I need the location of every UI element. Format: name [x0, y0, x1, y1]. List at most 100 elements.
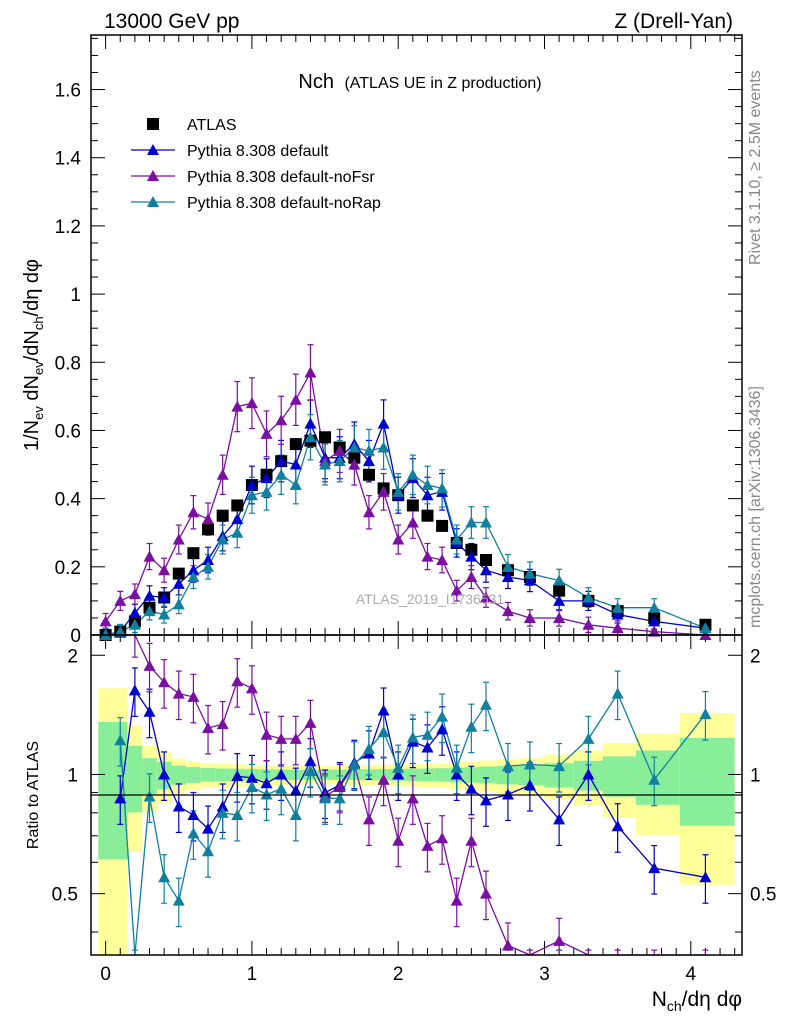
title-sub: (ATLAS UE in Z production) — [344, 75, 541, 92]
ratio-point — [202, 822, 215, 834]
ratio-point — [216, 806, 229, 818]
mc-point — [275, 414, 288, 426]
ratio-y-tick-label: 0.5 — [52, 885, 78, 906]
ratio-point — [304, 716, 317, 728]
ratio-point — [202, 722, 215, 734]
y-tick-label: 0.4 — [55, 490, 82, 511]
mc-point — [158, 564, 171, 576]
ratio-y-tick-label-right: 2 — [750, 646, 761, 667]
x-tick-label: 1 — [247, 964, 258, 985]
ratio-point — [143, 705, 156, 717]
mc-point — [501, 560, 514, 572]
mc-point — [553, 594, 566, 606]
ratio-point — [553, 813, 566, 825]
ratio-point — [523, 779, 536, 791]
y-tick-label: 1 — [70, 285, 81, 306]
ratio-point — [231, 770, 244, 782]
ratio-point — [304, 755, 317, 767]
mc-point — [114, 594, 127, 606]
mc-point — [406, 516, 419, 528]
ratio-point — [611, 687, 624, 699]
mc-point — [289, 458, 302, 470]
ratio-point — [172, 894, 185, 906]
x-tick-label: 3 — [539, 964, 550, 985]
ratio-point — [406, 792, 419, 804]
mc-point — [143, 550, 156, 562]
x-tick-label: 4 — [686, 964, 697, 985]
atlas-point — [289, 438, 302, 451]
series-lines — [102, 344, 709, 956]
mc-point — [450, 584, 463, 596]
mc-point — [392, 485, 405, 497]
mc-point — [479, 564, 492, 576]
mc-point — [187, 506, 200, 518]
ratio-point — [392, 834, 405, 846]
mc-point — [304, 366, 317, 378]
mc-point — [319, 458, 332, 470]
mc-point — [501, 571, 514, 583]
mc-point — [421, 489, 434, 501]
ratio-point — [406, 731, 419, 743]
ratio-band-stat — [434, 768, 450, 782]
ratio-band-stat — [405, 768, 421, 781]
legend-marker-atlas — [147, 118, 159, 130]
ratio-point — [436, 723, 449, 735]
mc-point — [304, 431, 317, 443]
mc-point — [187, 564, 200, 576]
mc-point — [611, 622, 624, 634]
legend-entry-label: ATLAS — [187, 117, 237, 134]
rivet-version-label: Rivet 3.1.10, ≥ 2.5M events — [747, 70, 764, 265]
ratio-point — [501, 788, 514, 800]
atlas-point — [187, 547, 200, 560]
atlas-point — [479, 554, 492, 566]
mc-point — [245, 397, 258, 409]
data-points — [99, 366, 712, 951]
mc-point — [202, 560, 215, 572]
ratio-point — [501, 939, 514, 951]
ratio-y-tick-label-right: 0.5 — [750, 885, 776, 906]
mc-point — [553, 611, 566, 623]
ratio-point — [479, 887, 492, 899]
ratio-point — [611, 820, 624, 832]
mc-point — [245, 489, 258, 501]
ratio-point — [289, 808, 302, 820]
axis-ticks — [90, 35, 742, 955]
ratio-point — [231, 808, 244, 820]
mcplots-source-label: mcplots.cern.ch [arXiv:1306.3436] — [747, 386, 764, 628]
mc-point — [289, 479, 302, 490]
legend: ATLAS Pythia 8.308 default Pythia 8.308 de… — [131, 117, 381, 212]
ratio-band-stat — [98, 721, 113, 860]
ratio-band-stat — [478, 766, 497, 784]
atlas-point — [172, 567, 185, 580]
mc-point — [421, 550, 434, 562]
ratio-point — [245, 780, 258, 792]
ratio-y-tick-label: 2 — [67, 646, 78, 667]
ratio-point — [450, 768, 463, 780]
ratio-y-tick-label-right: 1 — [750, 765, 761, 786]
ratio-point — [187, 808, 200, 820]
mc-point — [582, 618, 595, 630]
mc-point — [187, 571, 200, 583]
mc-point — [245, 479, 258, 490]
ratio-point — [275, 732, 288, 744]
legend-marker — [147, 144, 159, 155]
y-tick-label: 1.4 — [55, 149, 82, 170]
x-tick-label: 0 — [100, 964, 111, 985]
mc-point — [406, 468, 419, 480]
ratio-point — [216, 800, 229, 812]
mc-point — [479, 591, 492, 603]
ratio-band-stat — [186, 767, 201, 783]
y-tick-label: 0.8 — [55, 353, 81, 374]
mc-point — [362, 506, 375, 518]
mc-point — [114, 625, 127, 637]
mc-point — [348, 458, 361, 470]
ratio-point — [582, 768, 595, 780]
mc-point — [501, 605, 514, 617]
ratio-band-stat — [603, 756, 636, 797]
ratio-point — [377, 773, 390, 785]
mc-point — [128, 588, 141, 600]
x-axis-label: Nch/dη dφ — [652, 988, 742, 1014]
ratio-point — [348, 758, 361, 770]
mc-point — [377, 417, 390, 429]
mc-point — [99, 615, 112, 627]
